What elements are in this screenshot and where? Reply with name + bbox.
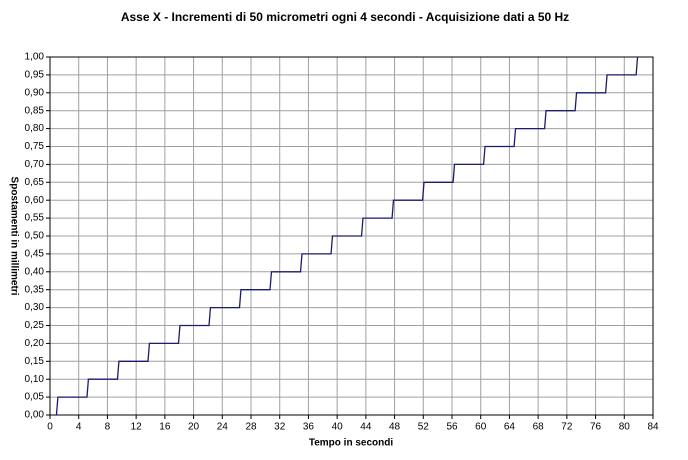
y-tick-label: 0,20: [25, 338, 45, 349]
x-tick-label: 20: [188, 422, 200, 433]
y-tick-label: 1,00: [25, 52, 45, 63]
y-tick-label: 0,15: [25, 356, 45, 367]
x-tick-label: 24: [217, 422, 229, 433]
chart-title: Asse X - Incrementi di 50 micrometri ogn…: [121, 10, 569, 24]
y-tick-label: 0,10: [25, 374, 45, 385]
y-tick-label: 0,40: [25, 266, 45, 277]
y-tick-label: 0,25: [25, 320, 45, 331]
y-tick-label: 0,45: [25, 249, 45, 260]
x-tick-label: 0: [47, 422, 53, 433]
x-tick-label: 36: [303, 422, 315, 433]
x-tick-label: 44: [360, 422, 372, 433]
y-axis-label: Spostamenti in millimetri: [8, 177, 19, 296]
x-tick-label: 64: [504, 422, 516, 433]
x-axis-label: Tempo in secondi: [309, 438, 393, 449]
x-tick-label: 52: [418, 422, 430, 433]
x-tick-label: 12: [131, 422, 143, 433]
x-tick-label: 48: [389, 422, 401, 433]
x-tick-label: 16: [159, 422, 171, 433]
y-tick-label: 0,90: [25, 87, 45, 98]
x-tick-label: 32: [274, 422, 286, 433]
y-tick-label: 0,60: [25, 195, 45, 206]
x-tick-label: 40: [332, 422, 344, 433]
y-tick-label: 0,05: [25, 392, 45, 403]
x-tick-label: 84: [647, 422, 659, 433]
y-tick-label: 0,95: [25, 70, 45, 81]
y-tick-label: 0,30: [25, 302, 45, 313]
y-tick-label: 0,35: [25, 284, 45, 295]
x-tick-label: 72: [561, 422, 573, 433]
x-tick-label: 8: [105, 422, 111, 433]
y-tick-label: 0,00: [25, 410, 45, 421]
y-tick-label: 0,65: [25, 177, 45, 188]
x-tick-label: 80: [619, 422, 631, 433]
y-tick-label: 0,80: [25, 123, 45, 134]
x-tick-label: 76: [590, 422, 602, 433]
data-line: [55, 56, 639, 416]
y-tick-label: 0,75: [25, 141, 45, 152]
x-tick-label: 60: [475, 422, 487, 433]
x-tick-label: 68: [533, 422, 545, 433]
y-tick-label: 0,55: [25, 213, 45, 224]
y-tick-label: 0,85: [25, 105, 45, 116]
x-tick-label: 4: [76, 422, 82, 433]
plot-frame: [49, 56, 654, 416]
y-tick-label: 0,70: [25, 159, 45, 170]
x-tick-label: 56: [446, 422, 458, 433]
x-tick-label: 28: [245, 422, 257, 433]
y-tick-label: 0,50: [25, 231, 45, 242]
